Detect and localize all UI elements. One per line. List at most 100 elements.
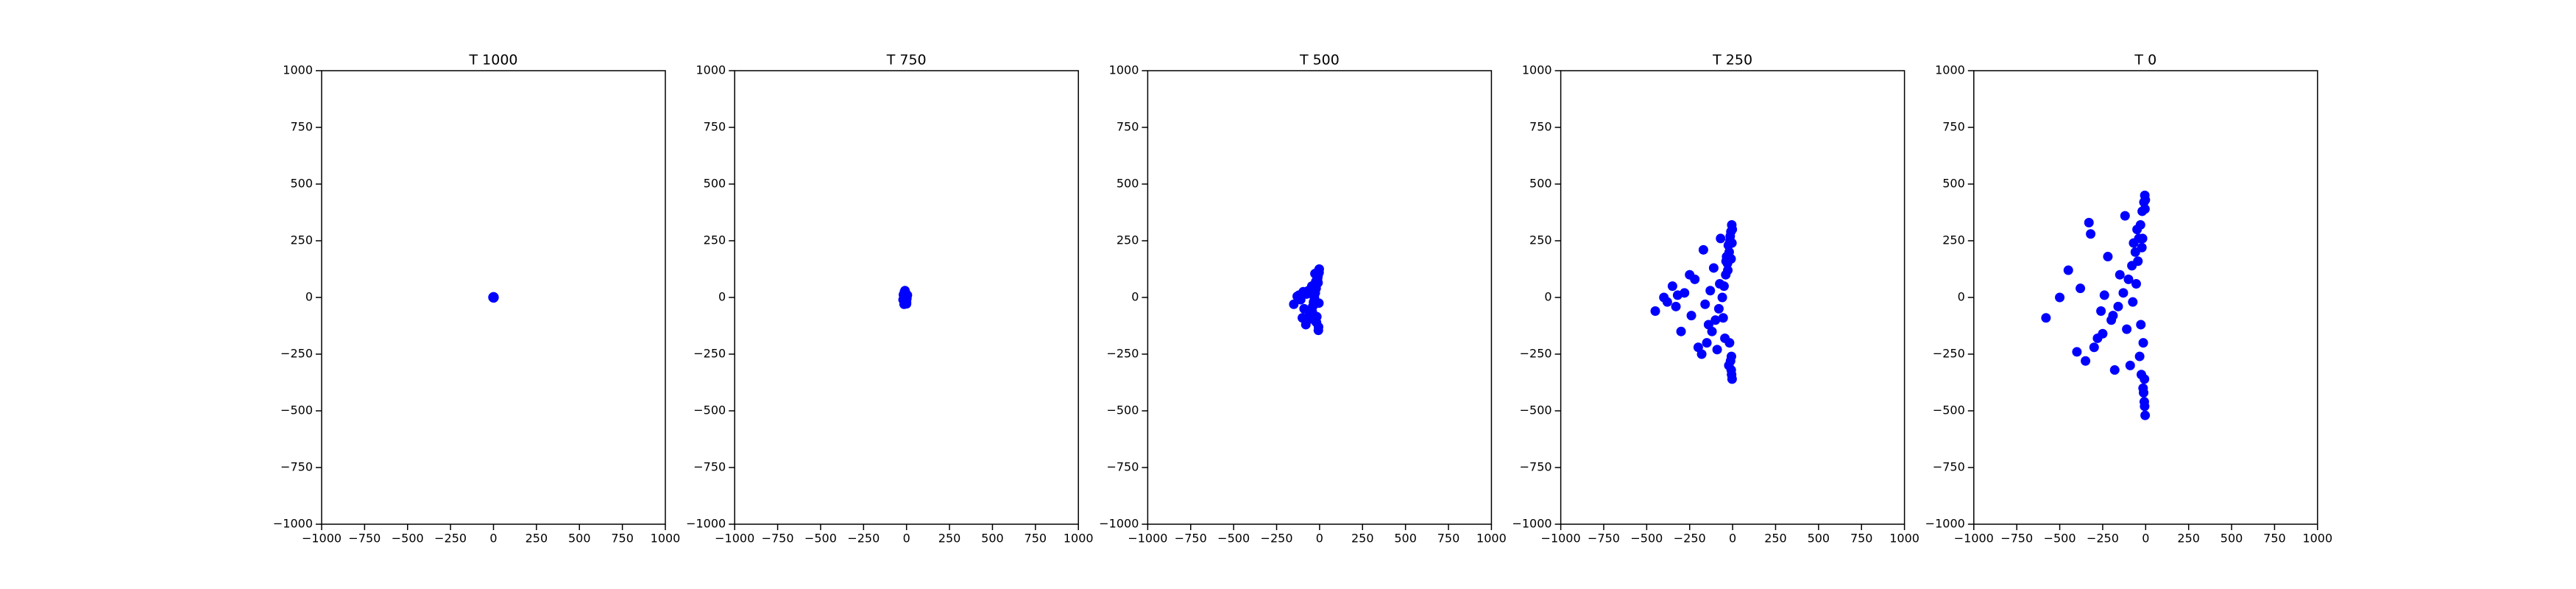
point: [2137, 242, 2147, 253]
point: [1672, 290, 1682, 300]
axes-frame: [734, 70, 1079, 525]
point: [1690, 274, 1700, 284]
point: [2140, 195, 2151, 205]
point: [1698, 244, 1708, 255]
point: [1724, 360, 1734, 370]
point: [2140, 401, 2150, 412]
y-tick-label: 750: [1529, 120, 1552, 134]
point: [2108, 311, 2118, 321]
x-tick-label: −250: [2087, 532, 2119, 546]
x-tick-label: −250: [1261, 532, 1293, 546]
y-tick-label: 0: [718, 290, 726, 304]
point: [1662, 297, 1672, 307]
y-tick-label: 250: [290, 233, 313, 247]
point: [1299, 303, 1309, 314]
point: [1705, 286, 1716, 296]
y-tick-label: 750: [704, 120, 726, 134]
x-tick-label: 0: [1729, 532, 1736, 546]
point: [2063, 265, 2073, 275]
y-tick-label: 1000: [283, 63, 313, 77]
y-tick-label: −1000: [1099, 517, 1139, 531]
x-tick-label: 0: [2142, 532, 2149, 546]
point: [2055, 292, 2065, 303]
x-tick-label: −250: [1674, 532, 1706, 546]
y-tick-label: 500: [704, 177, 726, 191]
point: [1725, 231, 1735, 241]
x-tick-label: 0: [1316, 532, 1323, 546]
y-tick-label: −750: [1106, 460, 1139, 474]
y-tick-label: 250: [1942, 233, 1965, 247]
point: [1710, 315, 1721, 325]
panel-title: T 0: [2134, 52, 2156, 68]
point: [2076, 283, 2086, 294]
point: [1686, 311, 1696, 321]
x-tick-label: 500: [1808, 532, 1830, 546]
x-tick-label: −500: [804, 532, 837, 546]
x-tick-label: 500: [568, 532, 591, 546]
point: [1713, 303, 1724, 314]
x-tick-label: −750: [1175, 532, 1207, 546]
axes-frame: [1973, 70, 2318, 525]
y-tick-label: 1000: [1522, 63, 1552, 77]
point: [2072, 347, 2082, 357]
panel-title: T 750: [886, 52, 927, 68]
y-tick-label: −250: [693, 347, 726, 361]
y-tick-label: 0: [305, 290, 313, 304]
point: [2096, 306, 2106, 316]
y-tick-label: 250: [704, 233, 726, 247]
point: [1313, 278, 1323, 288]
point: [1289, 299, 1299, 309]
point: [1700, 299, 1710, 309]
point: [2086, 229, 2096, 239]
y-tick-label: 500: [1117, 177, 1139, 191]
x-tick-label: 250: [1764, 532, 1787, 546]
x-tick-label: 500: [2221, 532, 2243, 546]
y-tick-label: 0: [1958, 290, 1965, 304]
y-tick-label: −750: [1520, 460, 1552, 474]
y-tick-label: −1000: [686, 517, 726, 531]
y-tick-label: 250: [1529, 233, 1552, 247]
point: [2137, 233, 2148, 244]
point: [1724, 338, 1735, 348]
y-tick-label: 750: [1117, 120, 1139, 134]
point: [2133, 256, 2143, 267]
x-tick-label: 250: [526, 532, 548, 546]
point: [1716, 233, 1726, 244]
point: [1667, 281, 1677, 292]
y-tick-label: −500: [280, 403, 313, 417]
point: [1715, 279, 1725, 289]
y-tick-label: 750: [290, 120, 313, 134]
point: [2140, 374, 2150, 384]
point: [2099, 290, 2109, 300]
x-tick-label: 750: [1850, 532, 1873, 546]
x-tick-label: 250: [938, 532, 961, 546]
point: [1718, 313, 1728, 323]
point: [2041, 313, 2051, 323]
point: [1676, 326, 1686, 336]
point: [2138, 338, 2148, 348]
x-tick-label: 500: [1394, 532, 1417, 546]
y-tick-label: −500: [1520, 403, 1552, 417]
y-tick-label: 1000: [1935, 63, 1965, 77]
point: [1650, 306, 1660, 316]
x-tick-label: 0: [489, 532, 497, 546]
x-tick-label: 500: [981, 532, 1004, 546]
point: [2120, 211, 2130, 221]
point: [1708, 263, 1719, 273]
y-tick-label: −250: [280, 347, 313, 361]
point: [1312, 311, 1322, 322]
x-tick-label: −1000: [1954, 532, 1994, 546]
point: [2123, 274, 2134, 284]
point: [1727, 370, 1737, 380]
y-tick-label: −1000: [1512, 517, 1551, 531]
point: [2109, 365, 2120, 375]
axes-frame: [1560, 70, 1906, 525]
y-tick-label: 250: [1117, 233, 1139, 247]
x-tick-label: −1000: [715, 532, 754, 546]
point: [2129, 238, 2139, 248]
point: [2113, 301, 2123, 311]
y-tick-label: 500: [290, 177, 313, 191]
point: [1310, 269, 1320, 279]
x-tick-label: 1000: [1476, 532, 1507, 546]
y-tick-label: −500: [693, 403, 726, 417]
